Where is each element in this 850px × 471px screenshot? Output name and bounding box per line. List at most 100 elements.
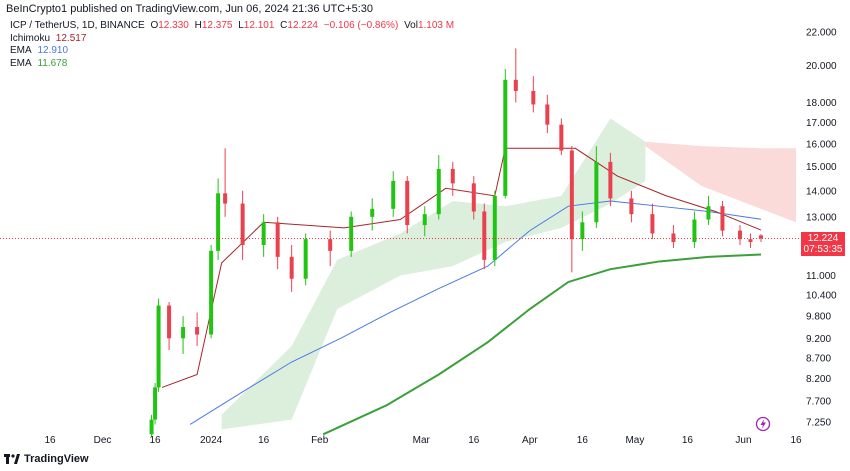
candle-body bbox=[748, 239, 753, 243]
candle bbox=[531, 76, 536, 113]
low-label: L bbox=[238, 20, 244, 31]
candle-body bbox=[223, 193, 228, 204]
candle-body bbox=[405, 180, 410, 226]
candle-body bbox=[349, 216, 354, 251]
candle-body bbox=[594, 161, 599, 223]
y-tick-label: 10.400 bbox=[806, 291, 837, 302]
ichimoku-label[interactable]: Ichimoku bbox=[10, 32, 51, 44]
candle-body bbox=[671, 233, 676, 243]
tradingview-brand[interactable]: TradingView bbox=[4, 453, 89, 465]
candle bbox=[471, 176, 476, 220]
candle bbox=[328, 230, 333, 267]
bar-countdown: 07:53:35 bbox=[803, 244, 843, 256]
candle bbox=[748, 233, 753, 248]
candle-body bbox=[275, 222, 280, 257]
ichimoku-kijun-line bbox=[161, 147, 762, 388]
y-tick-label: 9.800 bbox=[806, 312, 831, 323]
candle bbox=[758, 234, 763, 243]
candle-body bbox=[513, 79, 518, 91]
candle bbox=[436, 155, 441, 220]
candle-body bbox=[240, 203, 245, 245]
candle-body bbox=[559, 124, 564, 151]
close-label: C bbox=[280, 20, 288, 31]
open-value: 12.330 bbox=[158, 20, 189, 31]
candle bbox=[671, 225, 676, 248]
event-lightning-icon[interactable] bbox=[755, 416, 771, 432]
candle-body bbox=[209, 250, 214, 335]
x-tick-label: 16 bbox=[150, 435, 162, 446]
candle bbox=[303, 233, 308, 286]
x-tick-label: Apr bbox=[522, 435, 538, 446]
ema-fast-value: 12.910 bbox=[37, 45, 69, 56]
candle bbox=[240, 190, 245, 260]
candle bbox=[349, 211, 354, 257]
ichimoku-cloud-bearish bbox=[645, 141, 796, 223]
candle bbox=[156, 298, 161, 392]
candle-body bbox=[629, 198, 634, 215]
vol-label: Vol bbox=[404, 20, 418, 31]
ema-slow-value: 11.678 bbox=[37, 57, 68, 69]
candle-body bbox=[422, 214, 427, 226]
y-tick-label: 11.000 bbox=[806, 271, 836, 282]
candle bbox=[153, 383, 158, 425]
open-label: O bbox=[150, 20, 159, 31]
ema-fast-line bbox=[189, 200, 762, 425]
y-tick-label: 8.700 bbox=[806, 353, 831, 364]
candle bbox=[720, 200, 725, 237]
candle-body bbox=[370, 208, 375, 217]
candle bbox=[149, 414, 154, 437]
high-label: H bbox=[194, 20, 202, 31]
candle-body bbox=[737, 230, 742, 240]
candle-body bbox=[492, 195, 497, 260]
candle bbox=[580, 211, 585, 251]
y-tick-label: 16.000 bbox=[806, 139, 837, 150]
candle bbox=[629, 190, 634, 223]
vol-value: 1.103 M bbox=[417, 20, 455, 31]
candle-body bbox=[531, 90, 536, 105]
ema-fast-label[interactable]: EMA bbox=[10, 45, 32, 56]
ichimoku-value: 12.517 bbox=[55, 32, 87, 44]
candle-body bbox=[471, 183, 476, 212]
candle-body bbox=[167, 305, 172, 339]
candle-body bbox=[692, 219, 697, 243]
candle bbox=[216, 178, 221, 260]
last-price-badge: 12.224 07:53:35 bbox=[801, 232, 845, 257]
x-tick-label: Dec bbox=[94, 435, 112, 446]
candle-body bbox=[156, 305, 161, 388]
candle-body bbox=[569, 150, 574, 240]
candle-body bbox=[545, 104, 550, 125]
candle bbox=[275, 216, 280, 270]
candle bbox=[650, 203, 655, 240]
y-tick-label: 7.700 bbox=[806, 396, 831, 407]
candle bbox=[391, 171, 396, 217]
candle bbox=[737, 225, 742, 245]
candle bbox=[569, 146, 574, 273]
candle-body bbox=[289, 256, 294, 279]
candle bbox=[503, 69, 508, 199]
candle bbox=[223, 148, 228, 217]
y-tick-label: 7.250 bbox=[806, 418, 831, 429]
x-tick-label: 16 bbox=[468, 435, 480, 446]
candle bbox=[370, 198, 375, 231]
candle-body bbox=[328, 239, 333, 251]
candle-body bbox=[303, 239, 308, 279]
candle-body bbox=[153, 387, 158, 420]
x-tick-label: Mar bbox=[413, 435, 431, 446]
candle-body bbox=[580, 222, 585, 240]
candle bbox=[405, 176, 410, 234]
x-tick-label: 16 bbox=[44, 435, 56, 446]
y-tick-label: 8.200 bbox=[806, 374, 831, 385]
symbol-label[interactable]: ICP / TetherUS, 1D, BINANCE bbox=[10, 20, 145, 31]
chart-legend: ICP / TetherUS, 1D, BINANCE O12.330 H12.… bbox=[10, 20, 457, 70]
publisher-line: BeInCrypto1 published on TradingView.com… bbox=[6, 3, 374, 15]
y-tick-label: 17.000 bbox=[806, 118, 837, 129]
candle bbox=[545, 94, 550, 134]
ema-slow-label[interactable]: EMA bbox=[10, 57, 32, 69]
candle bbox=[482, 203, 487, 270]
x-tick-label: 16 bbox=[258, 435, 270, 446]
candle bbox=[450, 161, 455, 196]
high-value: 12.375 bbox=[201, 20, 233, 31]
candle bbox=[289, 244, 294, 292]
y-tick-label: 20.000 bbox=[806, 61, 837, 72]
